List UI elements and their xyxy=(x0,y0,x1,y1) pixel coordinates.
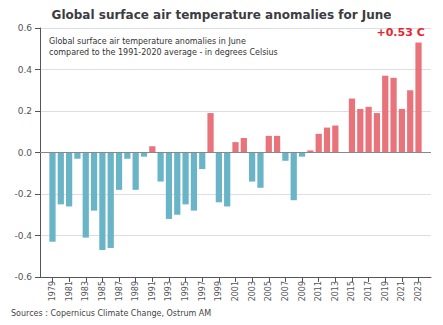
svg-text:Global surface air temperature: Global surface air temperature anomalies… xyxy=(49,37,246,46)
svg-text:-0.2: -0.2 xyxy=(14,189,32,199)
svg-text:1985: 1985 xyxy=(98,281,107,301)
svg-text:Sources : Copernicus Climate C: Sources : Copernicus Climate Change, Ost… xyxy=(11,309,211,318)
svg-text:-0.6: -0.6 xyxy=(14,272,32,282)
svg-text:2013: 2013 xyxy=(331,281,340,301)
svg-text:2009: 2009 xyxy=(298,281,307,301)
svg-text:0.0: 0.0 xyxy=(18,148,33,158)
svg-text:Global surface air temperature: Global surface air temperature anomalies… xyxy=(52,8,392,22)
svg-text:compared to the 1991-2020 aver: compared to the 1991-2020 average - in d… xyxy=(49,48,278,57)
svg-text:1991: 1991 xyxy=(148,281,157,301)
svg-text:1999: 1999 xyxy=(214,281,223,301)
svg-text:2001: 2001 xyxy=(231,281,240,301)
svg-text:1993: 1993 xyxy=(164,281,173,301)
svg-text:1987: 1987 xyxy=(115,281,124,301)
svg-text:1979: 1979 xyxy=(48,281,57,301)
svg-text:2007: 2007 xyxy=(281,281,290,301)
svg-text:+0.53 C: +0.53 C xyxy=(376,26,424,39)
svg-text:1995: 1995 xyxy=(181,281,190,301)
svg-text:2003: 2003 xyxy=(248,281,257,301)
svg-text:2005: 2005 xyxy=(264,281,273,301)
svg-text:2015: 2015 xyxy=(347,281,356,301)
svg-text:1981: 1981 xyxy=(65,281,74,301)
svg-text:0.2: 0.2 xyxy=(18,106,32,116)
svg-text:1989: 1989 xyxy=(131,281,140,301)
svg-text:2021: 2021 xyxy=(397,281,406,301)
svg-text:2019: 2019 xyxy=(381,281,390,301)
svg-text:1997: 1997 xyxy=(198,281,207,301)
svg-text:1983: 1983 xyxy=(81,281,90,301)
svg-text:-0.4: -0.4 xyxy=(14,231,32,241)
svg-text:0.6: 0.6 xyxy=(18,23,33,33)
svg-text:2011: 2011 xyxy=(314,281,323,301)
svg-text:2017: 2017 xyxy=(364,281,373,301)
svg-text:0.4: 0.4 xyxy=(18,65,33,75)
svg-text:2023: 2023 xyxy=(414,281,423,301)
